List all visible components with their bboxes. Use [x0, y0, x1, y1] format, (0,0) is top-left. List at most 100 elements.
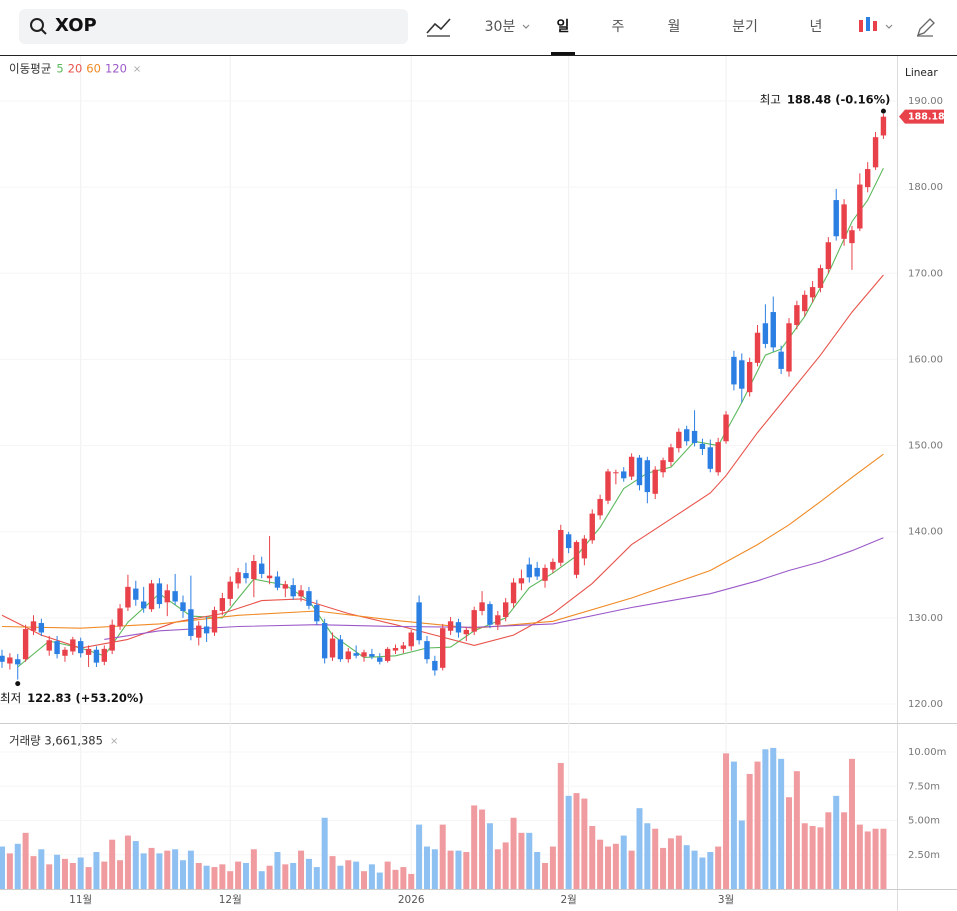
volume-bar: [486, 823, 493, 889]
dropdown-arrow: [885, 24, 893, 29]
interval-tab[interactable]: 월: [668, 19, 681, 35]
volume-bar: [534, 852, 541, 889]
volume-bar: [109, 839, 116, 889]
candle-body: [211, 610, 218, 633]
volume-bar: [172, 849, 179, 889]
candle-body: [148, 583, 155, 610]
candle-body: [109, 624, 115, 651]
volume-bar: [620, 835, 627, 889]
candle-body: [290, 585, 296, 597]
volume-bar: [699, 857, 706, 889]
candle-body: [746, 362, 753, 393]
candle-body: [857, 184, 863, 229]
candle-body: [54, 641, 60, 655]
candle-body: [62, 649, 68, 656]
draw-icon[interactable]: [916, 18, 935, 37]
volume-bar: [825, 812, 832, 889]
volume-bar: [345, 860, 352, 889]
volume-bar: [101, 861, 108, 889]
legend-close[interactable]: ×: [110, 736, 118, 747]
volume-bar: [180, 860, 187, 889]
volume-bar: [848, 758, 855, 889]
candle-body: [172, 591, 178, 602]
scale-label[interactable]: Linear: [905, 67, 938, 79]
candle-body: [833, 200, 839, 237]
volume-bar: [691, 850, 698, 889]
candle-body: [683, 429, 690, 442]
volume-bar: [416, 824, 423, 889]
ma-legend-entry: 120: [105, 62, 127, 76]
candle-body: [463, 629, 470, 635]
dropdown-arrow: [522, 24, 530, 29]
chart-type-icon[interactable]: [859, 17, 893, 32]
interval-tab[interactable]: 주: [612, 19, 625, 35]
volume-bar: [400, 867, 407, 889]
candle-body: [770, 312, 776, 348]
y-tick-label: 160.00: [908, 354, 943, 365]
candle-body: [502, 602, 509, 617]
candle-body: [880, 116, 887, 136]
interval-tab[interactable]: 분기: [732, 19, 758, 35]
candle-body: [644, 460, 651, 493]
volume-bar: [266, 865, 273, 889]
candle-body: [636, 457, 643, 486]
volume-bar: [164, 850, 171, 889]
volume-bar: [683, 845, 690, 889]
candle-body: [495, 615, 501, 625]
x-tick-label: 3월: [718, 894, 734, 906]
candle-body: [865, 169, 871, 188]
volume-bar: [770, 747, 777, 889]
candle-body: [534, 567, 540, 577]
candle-body: [762, 323, 769, 344]
high-value: 188.48 (-0.16%): [787, 93, 891, 107]
volume-bar: [730, 761, 737, 889]
candle-body: [802, 294, 808, 312]
volume-bar: [195, 862, 202, 889]
volume-bar: [6, 853, 13, 889]
interval-tab[interactable]: 30분: [485, 19, 516, 35]
candle-body: [85, 648, 92, 655]
candle-body: [841, 204, 847, 239]
candle-body: [164, 590, 170, 603]
legend-close[interactable]: ×: [133, 64, 141, 75]
volume-bar: [833, 795, 840, 889]
high-marker: [880, 108, 886, 114]
volume-bar: [298, 850, 305, 889]
volume-bar: [542, 862, 549, 889]
x-tick-label: 2026: [398, 894, 425, 906]
x-tick-label: 2월: [560, 894, 576, 906]
candle-body: [455, 622, 462, 633]
candle-body: [30, 621, 37, 631]
search-box[interactable]: [19, 9, 408, 44]
candle-body: [628, 456, 635, 477]
candle-body: [699, 443, 706, 450]
candle-body: [274, 576, 281, 588]
indicator-icon[interactable]: [426, 18, 451, 34]
volume-bar: [93, 852, 100, 889]
volume-bar: [597, 839, 604, 889]
volume-bar: [565, 795, 572, 889]
volume-bar: [242, 862, 249, 889]
candle-body: [0, 655, 5, 662]
volume-bar: [786, 797, 792, 889]
low-marker: [15, 681, 21, 687]
volume-bar: [746, 773, 753, 889]
volume-bar: [117, 860, 124, 889]
icon-bar: [859, 20, 863, 32]
volume-bar: [313, 867, 320, 889]
interval-tab[interactable]: 년: [810, 19, 823, 35]
volume-bar: [132, 841, 139, 889]
candle-body: [117, 608, 123, 627]
candle-body: [440, 628, 446, 668]
volume-bar: [778, 758, 785, 889]
volume-bar: [675, 835, 682, 889]
candle-body: [825, 242, 832, 269]
volume-bar: [612, 843, 619, 889]
y-tick-label: 5.00m: [908, 816, 940, 827]
interval-tab[interactable]: 일: [557, 19, 570, 35]
volume-bar: [526, 832, 533, 889]
candle-body: [133, 588, 139, 600]
volume-bar: [431, 849, 438, 889]
